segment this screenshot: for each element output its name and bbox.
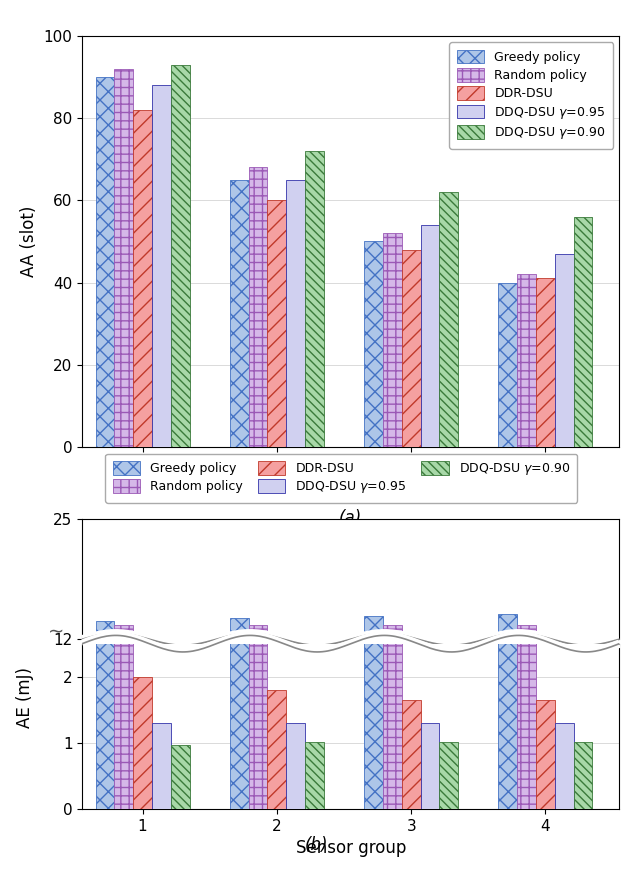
Text: (a): (a) xyxy=(339,509,362,527)
Bar xyxy=(517,0,536,809)
Bar xyxy=(114,625,133,751)
Bar xyxy=(267,690,286,809)
Bar xyxy=(230,180,249,447)
Bar xyxy=(171,742,190,751)
Bar xyxy=(364,616,383,751)
Bar xyxy=(574,741,592,751)
Bar xyxy=(267,200,286,447)
Bar xyxy=(439,192,458,447)
Bar xyxy=(152,85,171,447)
Bar xyxy=(499,614,517,751)
Bar xyxy=(152,738,171,751)
Bar xyxy=(402,735,421,751)
Bar xyxy=(402,249,421,447)
Bar xyxy=(95,0,114,809)
Bar xyxy=(383,0,402,809)
Bar xyxy=(286,180,305,447)
Bar xyxy=(171,64,190,447)
Bar xyxy=(421,225,439,447)
Bar xyxy=(230,0,249,809)
Bar xyxy=(383,625,402,751)
Bar xyxy=(364,0,383,809)
Bar xyxy=(152,723,171,809)
Bar xyxy=(305,742,324,809)
Bar xyxy=(517,625,536,751)
Bar xyxy=(499,283,517,447)
Bar xyxy=(555,723,574,809)
Bar xyxy=(95,620,114,751)
Y-axis label: AA (slot): AA (slot) xyxy=(20,206,38,277)
Bar xyxy=(248,625,267,751)
Bar xyxy=(402,700,421,809)
Bar xyxy=(133,110,152,447)
Bar xyxy=(364,241,383,447)
Bar xyxy=(305,151,324,447)
Legend: Greedy policy, Random policy, DDR-DSU, DDQ-DSU $\gamma$=0.95, DDQ-DSU $\gamma$=0: Greedy policy, Random policy, DDR-DSU, D… xyxy=(105,453,578,503)
Bar xyxy=(133,677,152,809)
Text: AE (mJ): AE (mJ) xyxy=(16,667,34,728)
Bar xyxy=(95,77,114,447)
Bar xyxy=(114,0,133,809)
Bar xyxy=(248,167,267,447)
Bar xyxy=(555,254,574,447)
Bar xyxy=(421,723,439,809)
Bar xyxy=(574,742,592,809)
Bar xyxy=(383,233,402,447)
Bar xyxy=(421,738,439,751)
Bar xyxy=(305,741,324,751)
Bar xyxy=(439,742,458,809)
Text: $\sim$: $\sim$ xyxy=(44,620,64,639)
Bar xyxy=(248,0,267,809)
Bar xyxy=(439,741,458,751)
Bar xyxy=(536,700,555,809)
Bar xyxy=(171,745,190,809)
Bar xyxy=(286,723,305,809)
Bar xyxy=(536,278,555,447)
Bar xyxy=(133,732,152,751)
Bar xyxy=(517,274,536,447)
Bar xyxy=(267,734,286,751)
Legend: Greedy policy, Random policy, DDR-DSU, DDQ-DSU $\gamma$=0.95, DDQ-DSU $\gamma$=0: Greedy policy, Random policy, DDR-DSU, D… xyxy=(449,42,613,148)
Bar xyxy=(230,618,249,751)
X-axis label: Sensor group: Sensor group xyxy=(296,839,406,857)
Bar xyxy=(114,69,133,447)
Bar xyxy=(536,735,555,751)
Bar xyxy=(574,216,592,447)
Bar xyxy=(286,738,305,751)
Bar xyxy=(555,738,574,751)
X-axis label: User group: User group xyxy=(305,477,396,495)
Text: (b): (b) xyxy=(304,836,328,854)
Bar xyxy=(499,0,517,809)
